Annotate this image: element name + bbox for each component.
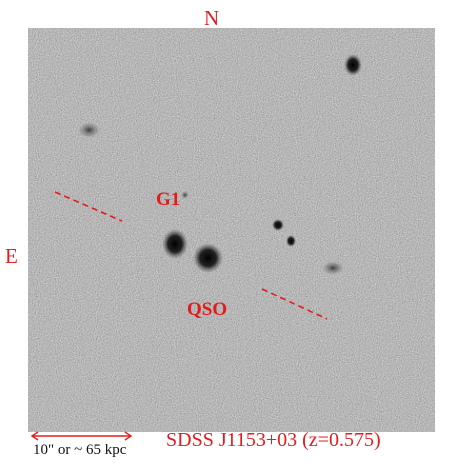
g1-label: G1 (156, 189, 181, 210)
compass-east-label: E (5, 244, 18, 268)
scale-bar-arrow-left (30, 431, 39, 441)
sky-noise (28, 28, 435, 432)
sky-field-image (28, 28, 435, 432)
scale-bar-arrow-right (124, 431, 133, 441)
scale-bar (30, 431, 133, 441)
source-small-b (286, 235, 296, 247)
galaxy-g1 (162, 229, 188, 259)
source-tiny (181, 191, 189, 199)
source-right-faint (322, 261, 344, 275)
source-faint-upper-left (78, 122, 100, 138)
source-small-a (272, 219, 284, 231)
scale-bar-label: 10" or ~ 65 kpc (33, 442, 127, 458)
source-top-right (344, 54, 362, 76)
pointer-line-left (54, 191, 123, 222)
noise-field (28, 28, 435, 432)
quasar-qso (193, 243, 223, 273)
compass-north-label: N (204, 6, 220, 30)
figure-title: SDSS J1153+03 (z=0.575) (166, 429, 381, 451)
qso-label: QSO (187, 299, 228, 320)
pointer-line-right (261, 288, 328, 320)
